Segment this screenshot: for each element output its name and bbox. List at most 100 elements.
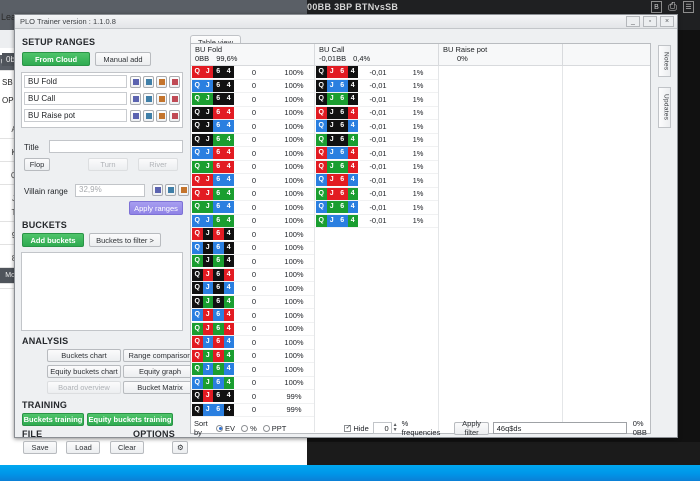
table-row[interactable]: Q J 6 4 -0,01 1%	[315, 147, 438, 161]
gear-icon[interactable]: ⚙	[172, 441, 189, 454]
hide-checkbox[interactable]: ✓ Hide	[344, 424, 369, 433]
apply-filter-button[interactable]: Apply filter	[454, 419, 489, 437]
bucket-matrix-button[interactable]: Bucket Matrix	[123, 381, 197, 394]
table-row[interactable]: Q J 6 4 -0,01 1%	[315, 174, 438, 188]
range-save-icon[interactable]	[156, 92, 167, 105]
range-delete-icon[interactable]	[169, 92, 180, 105]
manual-add-button[interactable]: Manual add	[95, 52, 151, 66]
table-row[interactable]: Q J 6 4 0 100%	[191, 201, 314, 215]
range-row[interactable]: BU Fold	[22, 73, 182, 90]
street-flop-button[interactable]: Flop	[24, 158, 50, 171]
printer-icon[interactable]: ⎙	[668, 1, 677, 13]
board-overview-button[interactable]: Board overview	[47, 381, 121, 394]
range-name-bu-fold[interactable]: BU Fold	[24, 75, 127, 88]
table-row[interactable]: Q J 6 4 0 100%	[191, 255, 314, 269]
table-row[interactable]: Q J 6 4 0 100%	[191, 228, 314, 242]
add-buckets-button[interactable]: Add buckets	[22, 233, 84, 247]
buckets-chart-button[interactable]: Buckets chart	[47, 349, 121, 362]
range-name-bu-raise-pot[interactable]: BU Raise pot	[24, 109, 127, 122]
vtab-updates[interactable]: Updates	[657, 87, 671, 128]
table-row[interactable]: Q J 6 4 0 100%	[191, 282, 314, 296]
spinner-arrows[interactable]: ▲ ▼	[393, 423, 398, 433]
table-row[interactable]: Q J 6 4 0 100%	[191, 309, 314, 323]
range-row[interactable]: BU Raise pot	[22, 107, 182, 124]
table-row[interactable]: Q J 6 4 0 100%	[191, 214, 314, 228]
buckets-pane[interactable]	[21, 252, 183, 331]
table-row[interactable]: Q J 6 4 -0,01 1%	[315, 79, 438, 93]
table-row[interactable]: Q J 6 4 -0,01 1%	[315, 160, 438, 174]
table-row[interactable]: Q J 6 4 0 99%	[191, 403, 314, 417]
equity-buckets-training-button[interactable]: Equity buckets training	[87, 413, 173, 426]
spinner-up-icon[interactable]: ▲	[392, 422, 398, 428]
table-row[interactable]: Q J 6 4 0 100%	[191, 120, 314, 134]
table-row[interactable]: Q J 6 4 0 100%	[191, 241, 314, 255]
range-delete-icon[interactable]	[169, 109, 180, 122]
b-icon[interactable]: B	[651, 1, 662, 13]
table-row[interactable]: Q J 6 4 0 100%	[191, 106, 314, 120]
range-save-icon[interactable]	[156, 109, 167, 122]
villain-copy-icon[interactable]	[165, 184, 176, 196]
range-edit-icon[interactable]	[130, 92, 141, 105]
table-row[interactable]: Q J 6 4 0 100%	[191, 376, 314, 390]
table-row[interactable]: Q J 6 4 0 100%	[191, 322, 314, 336]
table-row[interactable]: Q J 6 4 0 100%	[191, 268, 314, 282]
table-row[interactable]: Q J 6 4 0 100%	[191, 363, 314, 377]
range-save-icon[interactable]	[156, 75, 167, 88]
villain-save-icon[interactable]	[178, 184, 189, 196]
clear-button[interactable]: Clear	[109, 441, 144, 454]
desktop-learn-label[interactable]: Learn	[1, 12, 25, 22]
villain-range-input[interactable]: 32,9%	[75, 184, 145, 197]
maximize-button[interactable]: ▫	[643, 16, 657, 27]
range-delete-icon[interactable]	[169, 75, 180, 88]
table-row[interactable]: Q J 6 4 0 100%	[191, 160, 314, 174]
equity-graph-button[interactable]: Equity graph	[123, 365, 197, 378]
title-input[interactable]	[49, 140, 183, 153]
minimize-button[interactable]: _	[626, 16, 640, 27]
sort-option-ev[interactable]: EV	[216, 424, 235, 433]
vtab-notes[interactable]: Notes	[657, 45, 671, 78]
table-row[interactable]: Q J 6 4 -0,01 1%	[315, 214, 438, 228]
street-turn-button[interactable]: Turn	[88, 158, 128, 171]
buckets-to-filter-button[interactable]: Buckets to filter >	[89, 233, 161, 247]
table-row[interactable]: Q J 6 4 0 100%	[191, 133, 314, 147]
table-row[interactable]: Q J 6 4 0 100%	[191, 187, 314, 201]
table-row[interactable]: Q J 6 4 0 100%	[191, 295, 314, 309]
range-copy-icon[interactable]	[143, 92, 154, 105]
table-row[interactable]: Q J 6 4 0 100%	[191, 79, 314, 93]
equity-buckets-chart-button[interactable]: Equity buckets chart	[47, 365, 121, 378]
table-row[interactable]: Q J 6 4 -0,01 1%	[315, 66, 438, 80]
table-row[interactable]: Q J 6 4 0 100%	[191, 147, 314, 161]
table-row[interactable]: Q J 6 4 0 100%	[191, 174, 314, 188]
spinner-down-icon[interactable]: ▼	[392, 427, 398, 433]
from-cloud-button[interactable]: From Cloud	[22, 52, 90, 66]
range-copy-icon[interactable]	[143, 109, 154, 122]
range-copy-icon[interactable]	[143, 75, 154, 88]
street-river-button[interactable]: River	[138, 158, 178, 171]
table-row[interactable]: Q J 6 4 0 100%	[191, 349, 314, 363]
sort-option-ppt[interactable]: PPT	[262, 424, 286, 433]
load-button[interactable]: Load	[66, 441, 101, 454]
sort-option-percent[interactable]: %	[241, 424, 257, 433]
range-row[interactable]: BU Call	[22, 90, 182, 107]
range-name-bu-call[interactable]: BU Call	[24, 92, 127, 105]
range-comparison-button[interactable]: Range comparison	[123, 349, 197, 362]
save-button[interactable]: Save	[23, 441, 57, 454]
apply-ranges-button[interactable]: Apply ranges	[129, 201, 183, 215]
table-row[interactable]: Q J 6 4 -0,01 1%	[315, 120, 438, 134]
villain-edit-icon[interactable]	[152, 184, 163, 196]
range-edit-icon[interactable]	[130, 109, 141, 122]
list-icon[interactable]: ☰	[683, 1, 694, 13]
hide-frequency-input[interactable]: 0	[372, 422, 392, 434]
table-row[interactable]: Q J 6 4 0 100%	[191, 336, 314, 350]
table-row[interactable]: Q J 6 4 0 99%	[191, 390, 314, 404]
table-row[interactable]: Q J 6 4 0 100%	[191, 93, 314, 107]
table-row[interactable]: Q J 6 4 -0,01 1%	[315, 187, 438, 201]
table-row[interactable]: Q J 6 4 -0,01 1%	[315, 201, 438, 215]
range-edit-icon[interactable]	[130, 75, 141, 88]
filter-input[interactable]: 46q$ds	[492, 422, 627, 434]
table-row[interactable]: Q J 6 4 -0,01 1%	[315, 106, 438, 120]
table-row[interactable]: Q J 6 4 -0,01 1%	[315, 133, 438, 147]
table-row[interactable]: Q J 6 4 0 100%	[191, 66, 314, 80]
close-button[interactable]: ×	[660, 16, 674, 27]
buckets-training-button[interactable]: Buckets training	[22, 413, 84, 426]
